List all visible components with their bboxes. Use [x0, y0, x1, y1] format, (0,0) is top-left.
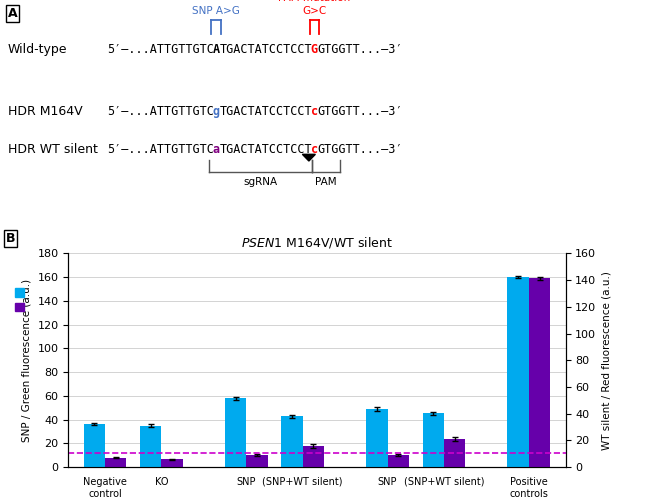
Bar [246, 455, 268, 467]
Text: TGACTATCCTCCT: TGACTATCCTCCT [220, 105, 312, 118]
Text: 5′–...ATTGTTGTC: 5′–...ATTGTTGTC [107, 43, 214, 56]
Bar [161, 459, 183, 467]
Bar [366, 409, 387, 467]
Text: c: c [311, 143, 318, 157]
Text: 5′–...ATTGTTGTC: 5′–...ATTGTTGTC [107, 105, 214, 118]
Text: GTGGTT...–3′: GTGGTT...–3′ [318, 143, 404, 157]
Bar [422, 413, 444, 467]
Title: $\it{PSEN1}$ M164V/WT silent: $\it{PSEN1}$ M164V/WT silent [241, 235, 393, 250]
Bar [105, 458, 127, 467]
Bar [225, 398, 246, 467]
Text: B: B [6, 232, 16, 245]
Text: Wild-type: Wild-type [8, 43, 68, 56]
Text: SNP A>G: SNP A>G [192, 5, 240, 15]
Bar [444, 439, 465, 467]
Text: c: c [311, 105, 318, 118]
Text: TGACTATCCTCCT: TGACTATCCTCCT [220, 143, 312, 157]
Bar [140, 425, 161, 467]
Bar [507, 277, 528, 467]
Text: a: a [213, 143, 220, 157]
Polygon shape [302, 154, 315, 161]
Text: g: g [213, 105, 220, 118]
Bar [387, 455, 409, 467]
Text: HDR M164V: HDR M164V [8, 105, 83, 118]
Bar [83, 424, 105, 467]
Text: sgRNA: sgRNA [244, 176, 278, 187]
Y-axis label: SNP / Green fluorescence (a.u.): SNP / Green fluorescence (a.u.) [22, 279, 32, 442]
Bar [303, 446, 324, 467]
Text: GTGGTT...–3′: GTGGTT...–3′ [318, 105, 404, 118]
Text: TGACTATCCTCCT: TGACTATCCTCCT [220, 43, 312, 56]
Legend: , : , [11, 284, 35, 317]
Text: PAM mutation
G>C: PAM mutation G>C [278, 0, 350, 15]
Text: G: G [311, 43, 318, 56]
Y-axis label: WT silent / Red fluorescence (a.u.): WT silent / Red fluorescence (a.u.) [602, 271, 612, 450]
Text: HDR WT silent: HDR WT silent [8, 143, 97, 157]
Bar [528, 278, 551, 467]
Text: A: A [213, 43, 220, 56]
Text: A: A [8, 6, 18, 20]
Text: GTGGTT...–3′: GTGGTT...–3′ [318, 43, 404, 56]
Text: PAM: PAM [315, 176, 337, 187]
Text: 5′–...ATTGTTGTC: 5′–...ATTGTTGTC [107, 143, 214, 157]
Bar [281, 416, 303, 467]
